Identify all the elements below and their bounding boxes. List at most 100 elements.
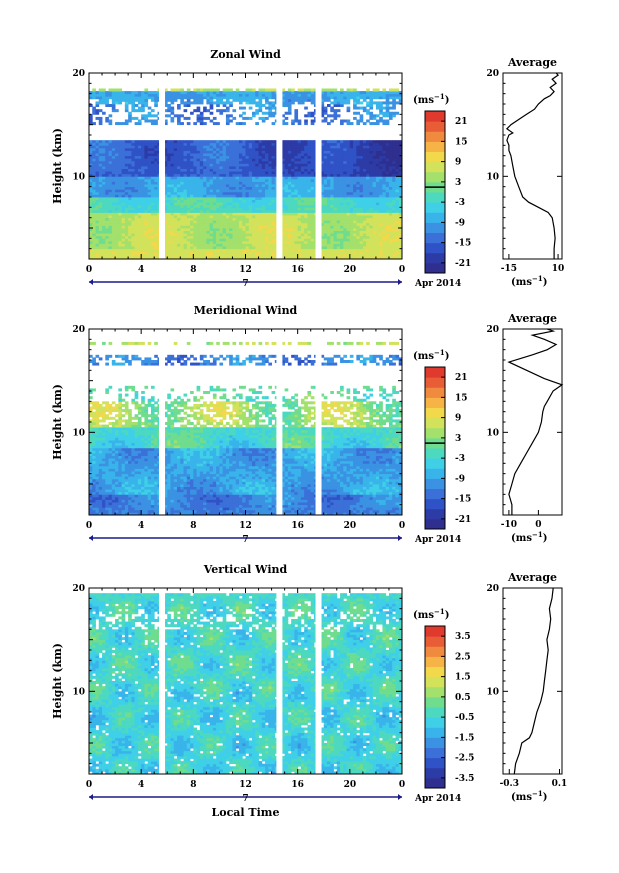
heatmap-cell [382,140,387,144]
heatmap-cell [353,222,357,226]
heatmap-cell [304,178,308,182]
heatmap-cell [141,222,145,226]
heatmap-cell [150,228,155,231]
heatmap-cell [255,176,259,180]
heatmap-cell [385,225,390,229]
heatmap-cell [167,106,171,110]
heatmap-cell [349,197,354,200]
heatmap-cell [219,204,224,208]
heatmap-cell [124,251,129,255]
heatmap-cell [362,122,367,126]
heatmap-cell [167,199,171,203]
heatmap-cell [268,207,272,211]
heatmap-cell [372,181,377,185]
heatmap-cell [375,91,380,95]
heatmap-cell [330,96,334,100]
heatmap-cell [141,145,145,149]
heatmap-cell [369,233,374,237]
heatmap-cell [118,142,122,146]
heatmap-cell [287,197,292,200]
heatmap-cell [291,176,295,180]
heatmap-cell [206,116,211,120]
heatmap-cell [284,140,289,144]
heatmap-cell [385,238,390,242]
heatmap-cell [304,186,308,190]
heatmap-cell [232,222,237,226]
heatmap-cell [193,207,197,211]
heatmap-cell [300,251,305,255]
heatmap-cell [366,209,370,213]
heatmap-cell [128,202,132,206]
heatmap-cell [238,240,243,244]
heatmap-cell [183,217,188,221]
heatmap-cell [323,106,328,110]
heatmap-cell [307,142,312,146]
heatmap-cell [297,248,302,252]
heatmap-cell [261,209,266,213]
heatmap-cell [284,91,289,95]
heatmap-cell [252,111,256,115]
heatmap-cell [385,207,390,211]
heatmap-cell [281,166,286,169]
heatmap-cell [121,235,126,239]
heatmap-cell [343,248,347,252]
heatmap-cell [173,96,178,100]
heatmap-cell [310,209,315,213]
heatmap-cell [177,168,181,172]
heatmap-cell [340,171,344,175]
heatmap-cell [343,171,347,175]
heatmap-cell [225,251,230,255]
heatmap-cell [108,122,113,126]
heatmap-cell [284,122,289,126]
heatmap-cell [320,251,325,255]
heatmap-cell [353,238,357,242]
heatmap-cell [92,212,96,216]
heatmap-cell [154,225,158,229]
heatmap-cell [163,204,168,208]
heatmap-cell [209,119,214,123]
heatmap-cell [281,114,286,118]
heatmap-cell [356,222,361,226]
heatmap-cell [268,178,272,182]
heatmap-cell [369,91,374,95]
heatmap-cell [111,215,116,219]
heatmap-cell [124,220,129,224]
heatmap-cell [261,230,266,234]
heatmap-cell [271,189,276,193]
heatmap-cell [287,248,292,252]
heatmap-cell [95,207,100,211]
heatmap-cell [232,225,237,229]
heatmap-cell [307,173,312,177]
heatmap-cell [131,101,136,105]
heatmap-cell [356,235,361,239]
heatmap-cell [124,248,129,252]
heatmap-cell [121,228,126,231]
heatmap-cell [232,147,237,151]
heatmap-cell [203,163,207,167]
heatmap-cell [323,238,328,242]
heatmap-cell [356,155,361,159]
heatmap-cell [297,228,302,231]
heatmap-cell [167,186,171,190]
heatmap-cell [177,191,181,195]
heatmap-cell [141,142,145,146]
heatmap-cell [385,228,390,231]
heatmap-cell [235,93,240,97]
heatmap-cell [180,153,184,157]
heatmap-cell [252,155,256,159]
heatmap-cell [327,186,331,190]
heatmap-cell [219,246,224,250]
heatmap-cell [222,202,227,206]
heatmap-cell [199,142,204,146]
heatmap-cell [124,176,129,180]
heatmap-cell [340,158,344,162]
heatmap-cell [128,235,132,239]
heatmap-cell [229,248,233,252]
heatmap-cell [219,142,224,146]
heatmap-cell [193,88,197,92]
heatmap-cell [304,246,308,250]
heatmap-cell [196,225,201,229]
heatmap-cell [310,251,315,255]
heatmap-cell [300,194,305,198]
heatmap-cell [304,202,308,206]
